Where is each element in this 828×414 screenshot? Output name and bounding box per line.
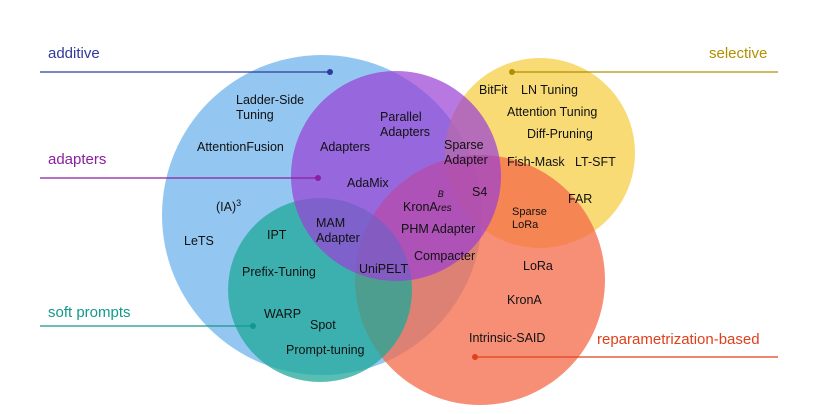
method-adamix: AdaMix: [347, 176, 389, 190]
method-ipt: IPT: [267, 228, 287, 242]
method-lora: LoRa: [523, 259, 553, 273]
method-lt-sft: LT-SFT: [575, 155, 616, 169]
method-phm-adapter: PHM Adapter: [401, 222, 476, 236]
method-diff-pruning: Diff-Pruning: [527, 127, 593, 141]
method-ladder-side-tuning: Ladder-Side Tuning: [236, 93, 305, 122]
method-prefix-tuning: Prefix-Tuning: [242, 265, 316, 279]
method-prompt-tuning: Prompt-tuning: [286, 343, 365, 357]
method-ia3: (IA)3: [216, 196, 241, 215]
adapters-dot: [315, 175, 321, 181]
additive-dot: [327, 69, 333, 75]
method-sparse-lora: Sparse LoRa: [512, 206, 547, 231]
method-compacter: Compacter: [414, 249, 476, 263]
adapters-circle: [291, 71, 501, 281]
selective-dot: [509, 69, 515, 75]
method-fish-mask: Fish-Mask: [507, 155, 565, 169]
reparam-dot: [472, 354, 478, 360]
ia3-text: (IA): [216, 200, 237, 215]
method-s4: S4: [472, 185, 488, 199]
method-sparse-adapter: Sparse Adapter: [444, 138, 488, 167]
soft-prompts-dot: [250, 323, 256, 329]
selective-label: selective: [709, 45, 768, 62]
method-spot: Spot: [310, 318, 336, 332]
method-krona: KronA: [507, 293, 542, 307]
method-bitfit: BitFit: [479, 83, 508, 97]
method-unipelt: UniPELT: [359, 262, 409, 276]
ia3-superscript: 3: [236, 198, 242, 208]
additive-label: additive: [48, 45, 100, 62]
method-intrinsic-said: Intrinsic-SAID: [469, 331, 546, 345]
method-attention-tuning: Attention Tuning: [507, 105, 598, 119]
method-far: FAR: [568, 192, 593, 206]
method-mam-adapter: MAM Adapter: [316, 216, 360, 245]
krona-res-subscript: res: [437, 203, 452, 214]
soft-prompts-label: soft prompts: [48, 304, 131, 321]
krona-res-text: KronA: [403, 200, 438, 214]
method-attentionfusion: AttentionFusion: [197, 140, 284, 154]
adapters-label: adapters: [48, 151, 107, 168]
reparam-label: reparametrization-based: [597, 331, 760, 348]
method-warp: WARP: [264, 307, 302, 321]
method-lets: LeTS: [184, 234, 214, 248]
method-adapters: Adapters: [320, 140, 371, 154]
method-ln-tuning: LN Tuning: [521, 83, 578, 97]
method-parallel-adapters: Parallel Adapters: [380, 110, 431, 139]
krona-res-superscript: B: [437, 189, 444, 199]
